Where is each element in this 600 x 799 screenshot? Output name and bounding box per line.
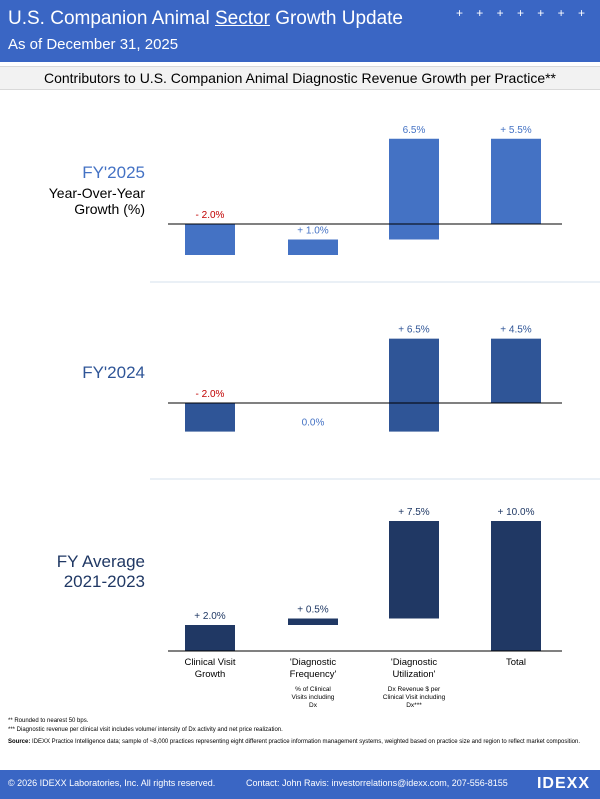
data-label-panel3-2: + 0.5% [297,605,329,616]
bar-panel1-4 [491,138,541,224]
category-label-1-line1: Clinical Visit [184,657,235,668]
category-sublabel-2-3: Dx [309,702,318,709]
panel-label-fyavg-line2: 2021-2023 [63,572,145,591]
footnote-source: Source: IDEXX Practice Intelligence data… [8,738,593,747]
category-sublabel-2-2: Visits including [292,694,335,701]
panel-label-fy2025-line2: Year-Over-Year [48,185,145,201]
category-label-3-line1: 'Diagnostic [391,657,437,668]
title-part-2: Growth Update [269,8,403,29]
bar-panel1-1 [185,224,235,255]
bar-panel3-1 [185,625,235,651]
category-label-2-line1: 'Diagnostic [290,657,336,668]
category-label-2-line2: Frequency' [290,669,337,680]
chart-title-bar: Contributors to U.S. Companion Animal Di… [0,66,600,90]
category-sublabel-2-1: % of Clinical [295,686,331,693]
waterfall-charts: - 2.0% + 1.0% 6.5% + 5.5% - 2.0% 0.0% + 6.5% + … [150,125,600,709]
category-label-4-line1: Total [506,657,526,668]
page-title: U.S. Companion Animal Sector Growth Upda… [8,8,403,30]
footnotes: ** Rounded to nearest 50 bps. *** Diagno… [8,717,593,747]
panel-label-fy-average: FY Average 2021-2023 [57,552,145,592]
footnote-rounding: ** Rounded to nearest 50 bps. [8,718,89,724]
panel-label-fy2025-line1: FY'2025 [82,163,145,182]
bar-panel2-3 [389,338,439,432]
footnote-dx-revenue: *** Diagnostic revenue per clinical visi… [8,727,283,733]
data-label-panel3-3: + 7.5% [398,507,430,518]
idexx-logo: IDEXX [536,775,590,792]
data-label-panel2-2: 0.0% [302,418,325,429]
data-label-panel2-3: + 6.5% [398,325,430,336]
title-part-1: U.S. Companion Animal [8,8,215,29]
page-subtitle: As of December 31, 2025 [8,36,179,53]
bar-panel1-2 [288,239,338,255]
category-label-1-line2: Growth [195,669,226,680]
panel-label-fy2024: FY'2024 [82,363,145,383]
data-label-panel1-2: + 1.0% [297,226,329,237]
data-label-panel2-4: + 4.5% [500,325,532,336]
category-sublabel-3-3: Dx*** [406,702,422,709]
contact-text: Contact: John Ravis: investorrelations@i… [246,778,508,788]
category-sublabel-3-2: Clinical Visit including [383,694,446,701]
bar-panel3-3 [389,521,439,619]
bar-panel3-4 [491,521,541,651]
data-label-panel2-1: - 2.0% [196,389,225,400]
source-label: Source: [8,739,31,745]
chart-title: Contributors to U.S. Companion Animal Di… [43,70,557,86]
category-label-3-line2: Utilization' [393,669,436,680]
data-label-panel3-1: + 2.0% [194,611,226,622]
data-label-panel1-3: 6.5% [403,125,426,136]
panel-label-fy2024-line1: FY'2024 [82,363,145,382]
data-label-panel1-4: + 5.5% [500,125,532,136]
panel-label-fy2025-line3: Growth (%) [74,201,145,217]
bar-panel3-2 [288,618,338,625]
bar-panel2-4 [491,338,541,403]
header-banner: U.S. Companion Animal Sector Growth Upda… [0,0,600,62]
title-part-underlined: Sector [215,8,270,29]
bar-panel1-3 [389,138,439,240]
data-label-panel1-1: - 2.0% [196,210,225,221]
panel-label-fy2025: FY'2025 Year-Over-Year Growth (%) [49,163,145,217]
source-text: IDEXX Practice Intelligence data; sample… [30,739,581,745]
footer-banner: © 2026 IDEXX Laboratories, Inc. All righ… [0,770,600,799]
category-sublabel-3-1: Dx Revenue $ per [388,686,441,693]
data-label-panel3-4: + 10.0% [498,507,535,518]
panel-label-fyavg-line1: FY Average [56,552,145,571]
plus-decoration: + + + + + + + [455,6,590,20]
bar-panel2-1 [185,403,235,432]
copyright-text: © 2026 IDEXX Laboratories, Inc. All righ… [8,778,216,788]
